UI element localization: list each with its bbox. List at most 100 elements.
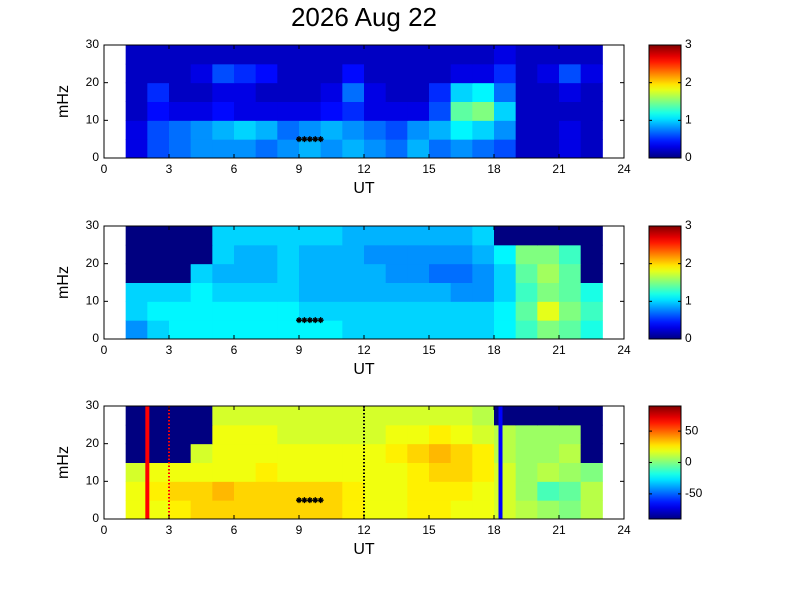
heat-cell (277, 462, 300, 482)
heat-cell (125, 45, 148, 65)
heat-cell (450, 101, 473, 121)
x-tick-label: 18 (487, 343, 501, 357)
heat-cell (277, 226, 300, 246)
heat-cell (450, 63, 473, 84)
heat-cell (385, 462, 408, 482)
heat-cell (580, 443, 603, 463)
heat-cell (515, 244, 538, 265)
heat-cell (169, 120, 192, 140)
heat-cell (277, 263, 300, 283)
heat-cell (342, 120, 365, 140)
heat-cell (320, 63, 343, 84)
heat-cell (125, 120, 148, 140)
heat-cell (299, 443, 322, 463)
heat-cell (429, 500, 452, 520)
y-tick-label: 0 (92, 331, 99, 345)
marker (296, 497, 302, 504)
heat-cell (472, 45, 495, 65)
heat-cell (537, 120, 560, 140)
heat-cell (580, 424, 603, 445)
heat-cell (190, 45, 213, 65)
heat-cell (472, 244, 495, 265)
heat-cell (559, 244, 582, 265)
heat-cell (342, 282, 365, 302)
heat-cell (212, 320, 235, 340)
x-axis-label: UT (353, 361, 375, 378)
heat-cell (125, 481, 148, 501)
heat-cell (472, 500, 495, 520)
heat-cell (472, 139, 495, 159)
heat-cell (234, 406, 257, 426)
x-tick-label: 6 (231, 523, 238, 537)
heat-cell (320, 45, 343, 65)
heat-cell (147, 500, 170, 520)
heat-cell (407, 45, 430, 65)
heat-cell (190, 63, 213, 84)
x-tick-label: 21 (552, 162, 566, 176)
heat-cell (559, 101, 582, 121)
heat-cell (515, 82, 538, 102)
heat-cell (472, 101, 495, 121)
heat-cell (212, 120, 235, 140)
heat-cell (234, 120, 257, 140)
heat-cell (429, 226, 452, 246)
heat-cell (364, 263, 387, 283)
heat-cell (234, 82, 257, 102)
heat-cell (190, 82, 213, 102)
x-tick-label: 18 (487, 162, 501, 176)
heat-cell (169, 500, 192, 520)
heat-cell (429, 139, 452, 159)
heat-cell (299, 45, 322, 65)
heat-cell (559, 462, 582, 482)
heat-cell (147, 443, 170, 463)
heat-cell (407, 481, 430, 501)
heat-cell (342, 424, 365, 445)
heat-cell (429, 301, 452, 321)
x-tick-label: 12 (357, 162, 371, 176)
heat-cell (169, 462, 192, 482)
x-tick-label: 24 (617, 162, 631, 176)
heat-cell (580, 481, 603, 501)
heat-cell (342, 500, 365, 520)
colorbar-tick-label: 0 (685, 150, 692, 164)
y-tick-label: 10 (86, 294, 100, 308)
heat-cell (385, 443, 408, 463)
heat-cell (190, 244, 213, 265)
heat-cell (580, 406, 603, 426)
heat-cell (537, 443, 560, 463)
heat-cell (169, 139, 192, 159)
heat-cell (472, 282, 495, 302)
heat-cell (234, 481, 257, 501)
heat-cell (299, 82, 322, 102)
heat-cell (385, 120, 408, 140)
heat-cell (559, 500, 582, 520)
marker (306, 317, 313, 324)
marker (301, 317, 308, 324)
heat-cell (320, 301, 343, 321)
heat-cell (299, 320, 322, 340)
heat-cell (385, 101, 408, 121)
heat-cell (429, 481, 452, 501)
heat-cell (385, 481, 408, 501)
x-tick-label: 18 (487, 523, 501, 537)
x-tick-label: 6 (231, 343, 238, 357)
heat-cell (559, 82, 582, 102)
heat-cell (147, 82, 170, 102)
heat-cell (537, 406, 560, 426)
heat-cell (537, 282, 560, 302)
heat-cell (364, 500, 387, 520)
heat-cell (472, 63, 495, 84)
heat-cell (580, 101, 603, 121)
heat-cell (494, 320, 517, 340)
x-tick-label: 9 (296, 162, 303, 176)
heat-cell (212, 282, 235, 302)
heat-cell (125, 139, 148, 159)
heat-cell (190, 120, 213, 140)
heat-cell (299, 406, 322, 426)
heat-cell (559, 120, 582, 140)
heat-cell (320, 120, 343, 140)
heat-cell (407, 443, 430, 463)
heat-cell (277, 320, 300, 340)
heat-cell (190, 481, 213, 501)
heat-cell (255, 263, 278, 283)
